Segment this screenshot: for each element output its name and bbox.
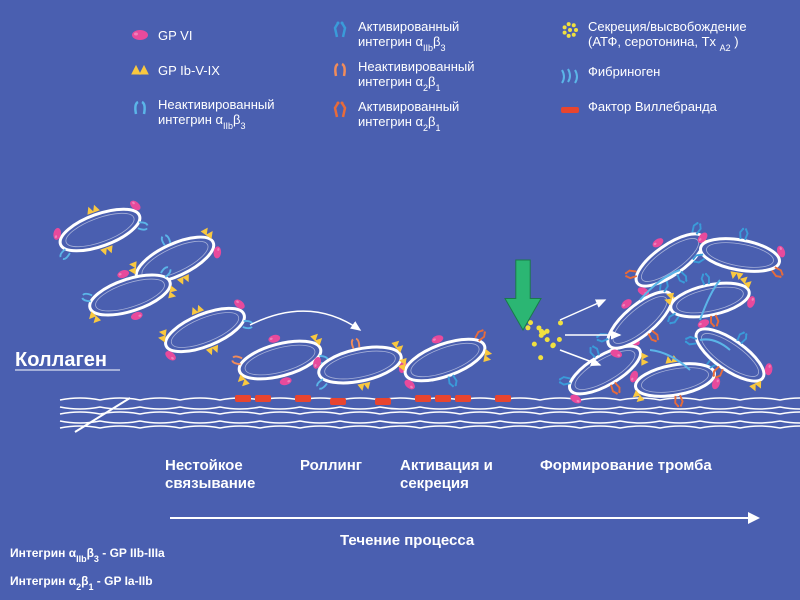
svg-text:Активированный: Активированный: [358, 99, 459, 114]
diagram-svg: GP VIGP Ib-V-IXНеактивированныйинтегрин …: [0, 0, 800, 600]
svg-text:Роллинг: Роллинг: [300, 457, 362, 474]
svg-text:GP Ib-V-IX: GP Ib-V-IX: [158, 63, 220, 78]
svg-text:Секреция/высвобождение: Секреция/высвобождение: [588, 19, 747, 34]
svg-text:Коллаген: Коллаген: [15, 349, 107, 371]
svg-text:секреция: секреция: [400, 475, 469, 492]
svg-text:Активированный: Активированный: [358, 19, 459, 34]
svg-text:Фактор Виллебранда: Фактор Виллебранда: [588, 99, 718, 114]
svg-text:Активация и: Активация и: [400, 457, 493, 474]
svg-text:Формирование тромба: Формирование тромба: [540, 457, 712, 474]
svg-text:GP VI: GP VI: [158, 28, 192, 43]
svg-text:Течение процесса: Течение процесса: [340, 532, 475, 549]
svg-text:связывание: связывание: [165, 475, 255, 492]
svg-text:Неактивированный: Неактивированный: [358, 59, 474, 74]
svg-text:Неактивированный: Неактивированный: [158, 97, 274, 112]
svg-text:Фибриноген: Фибриноген: [588, 64, 660, 79]
diagram-root: GP VIGP Ib-V-IXНеактивированныйинтегрин …: [0, 0, 800, 600]
svg-text:Нестойкое: Нестойкое: [165, 457, 243, 474]
